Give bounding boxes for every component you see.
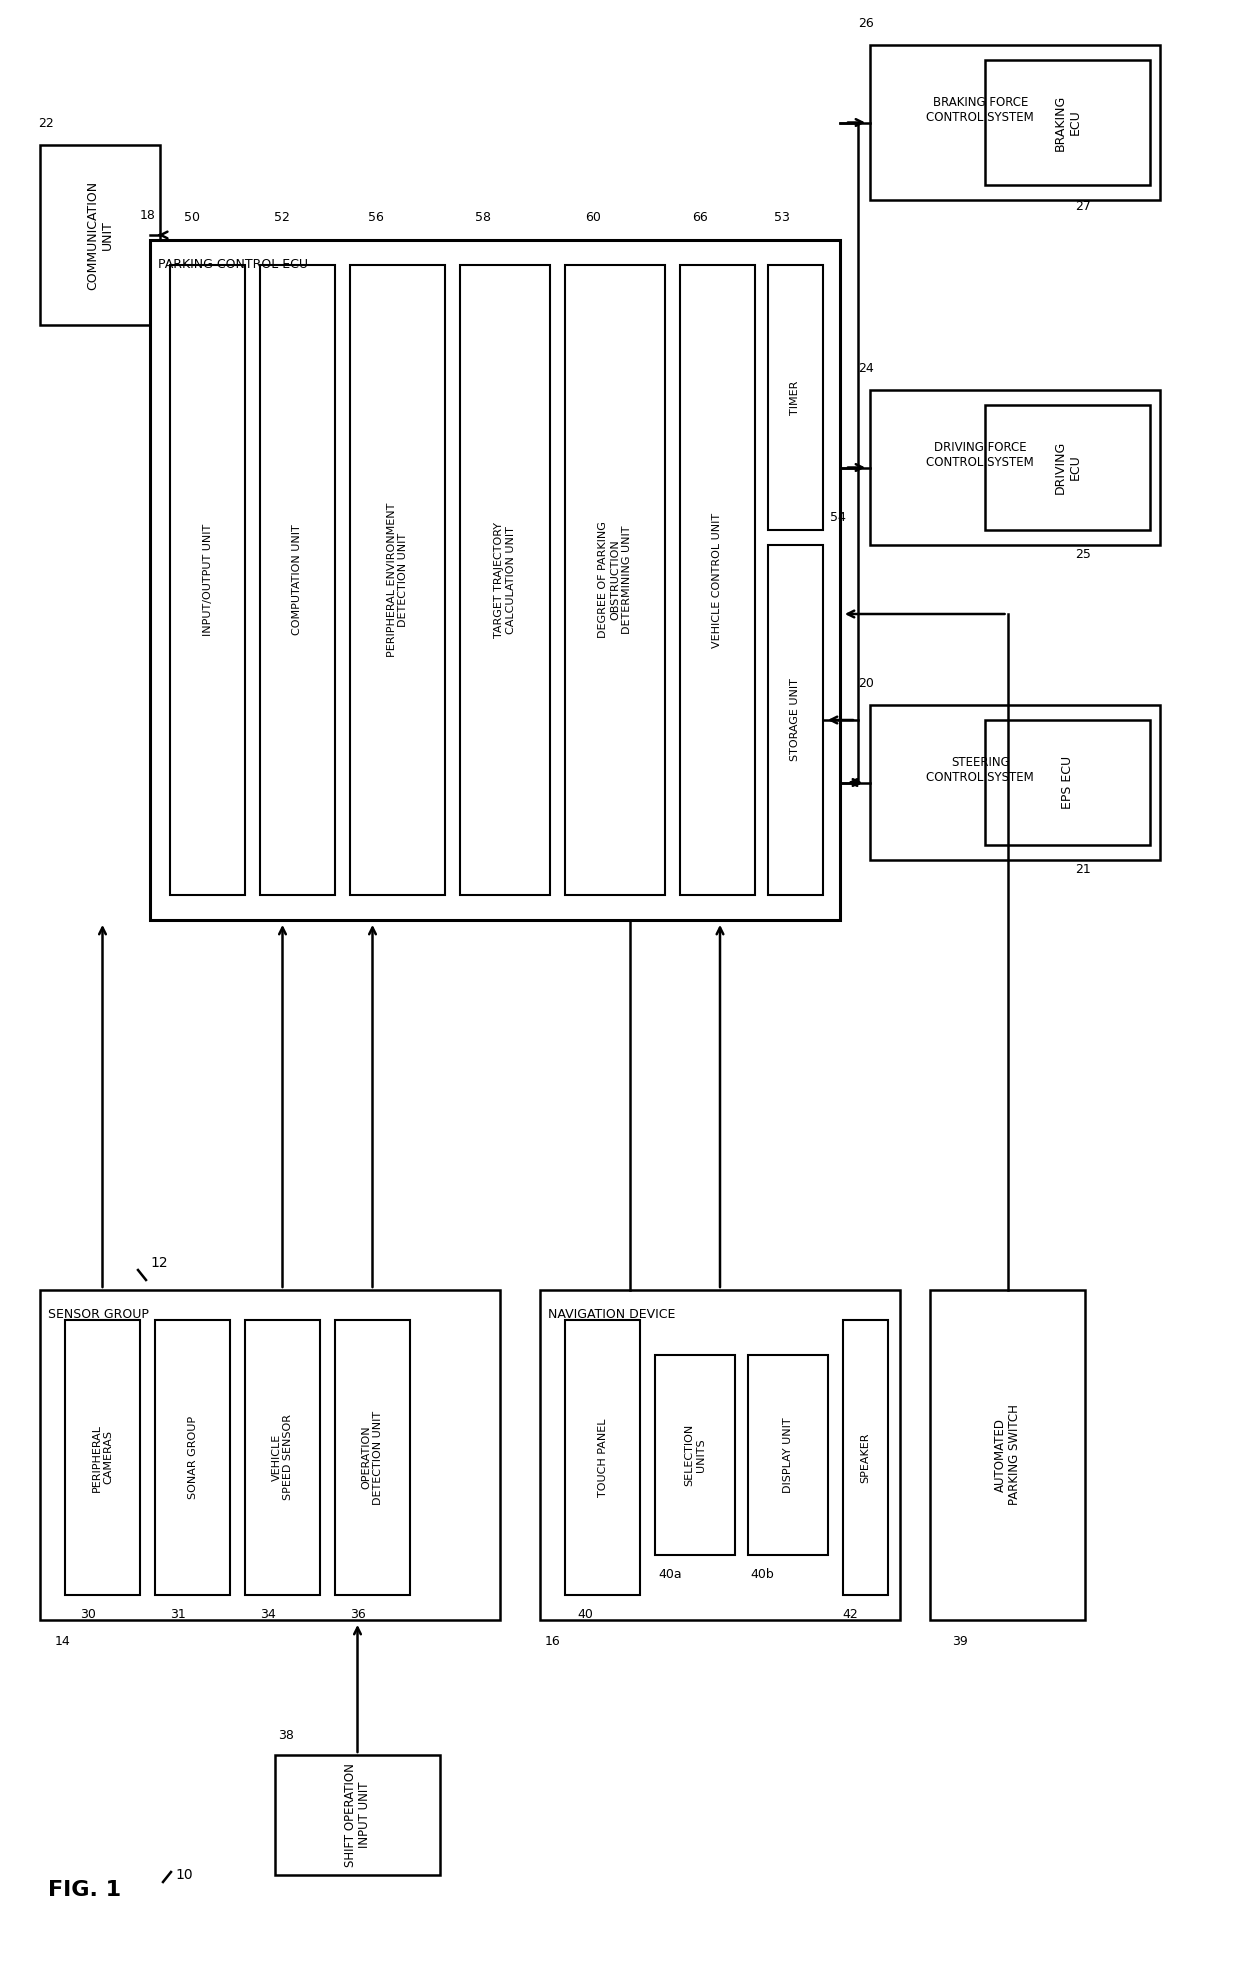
Bar xyxy=(985,719,1149,844)
Text: 38: 38 xyxy=(278,1728,294,1742)
Text: OPERATION
DETECTION UNIT: OPERATION DETECTION UNIT xyxy=(362,1411,383,1504)
Bar xyxy=(155,1320,229,1596)
Text: 22: 22 xyxy=(38,117,53,131)
Bar xyxy=(768,266,823,529)
Bar xyxy=(335,1320,410,1596)
Bar xyxy=(843,1320,888,1596)
Bar xyxy=(150,240,839,920)
Text: 24: 24 xyxy=(858,363,874,375)
Bar xyxy=(565,1320,640,1596)
Bar xyxy=(40,1290,500,1619)
Text: 40b: 40b xyxy=(750,1568,774,1582)
Text: TIMER: TIMER xyxy=(791,381,801,414)
Text: 12: 12 xyxy=(150,1257,167,1270)
Text: DEGREE OF PARKING
OBSTRUCTION
DETERMINING UNIT: DEGREE OF PARKING OBSTRUCTION DETERMININ… xyxy=(599,521,631,638)
Bar xyxy=(870,46,1159,200)
Text: 10: 10 xyxy=(175,1867,192,1883)
Bar xyxy=(539,1290,900,1619)
Bar xyxy=(985,59,1149,184)
Text: 50: 50 xyxy=(184,210,200,224)
Bar xyxy=(655,1356,735,1556)
Text: 60: 60 xyxy=(585,210,601,224)
Text: SENSOR GROUP: SENSOR GROUP xyxy=(48,1308,149,1320)
Text: EPS ECU: EPS ECU xyxy=(1061,755,1074,809)
Text: 39: 39 xyxy=(952,1635,968,1647)
Text: VEHICLE CONTROL UNIT: VEHICLE CONTROL UNIT xyxy=(713,513,723,648)
Text: 21: 21 xyxy=(1075,862,1091,876)
Bar xyxy=(748,1356,828,1556)
Text: 58: 58 xyxy=(475,210,491,224)
Text: SELECTION
UNITS: SELECTION UNITS xyxy=(684,1423,706,1486)
Text: 52: 52 xyxy=(274,210,290,224)
Text: AUTOMATED
PARKING SWITCH: AUTOMATED PARKING SWITCH xyxy=(993,1405,1022,1506)
Text: TOUCH PANEL: TOUCH PANEL xyxy=(598,1419,608,1496)
Text: 27: 27 xyxy=(1075,200,1091,212)
Text: FIG. 1: FIG. 1 xyxy=(48,1881,122,1901)
Bar xyxy=(985,404,1149,529)
Bar xyxy=(930,1290,1085,1619)
Text: SPEAKER: SPEAKER xyxy=(861,1433,870,1483)
Text: DISPLAY UNIT: DISPLAY UNIT xyxy=(782,1417,794,1492)
Text: INPUT/OUTPUT UNIT: INPUT/OUTPUT UNIT xyxy=(202,523,212,636)
Text: SONAR GROUP: SONAR GROUP xyxy=(187,1415,197,1498)
Bar xyxy=(350,266,445,896)
Text: 54: 54 xyxy=(830,511,846,523)
Text: 40a: 40a xyxy=(658,1568,682,1582)
Text: SHIFT OPERATION
INPUT UNIT: SHIFT OPERATION INPUT UNIT xyxy=(343,1764,372,1867)
Text: 56: 56 xyxy=(368,210,384,224)
Text: STEERING
CONTROL SYSTEM: STEERING CONTROL SYSTEM xyxy=(926,755,1034,785)
Bar xyxy=(170,266,246,896)
Bar xyxy=(246,1320,320,1596)
Bar xyxy=(565,266,665,896)
Text: 20: 20 xyxy=(858,678,874,690)
Bar xyxy=(870,706,1159,860)
Text: STORAGE UNIT: STORAGE UNIT xyxy=(791,678,801,761)
Text: DRIVING
ECU: DRIVING ECU xyxy=(1054,440,1081,494)
Bar xyxy=(64,1320,140,1596)
Text: 25: 25 xyxy=(1075,547,1091,561)
Bar xyxy=(275,1754,440,1875)
Text: 40: 40 xyxy=(577,1607,593,1621)
Text: 14: 14 xyxy=(55,1635,71,1647)
Text: 66: 66 xyxy=(692,210,708,224)
Text: 30: 30 xyxy=(81,1607,95,1621)
Text: 34: 34 xyxy=(260,1607,275,1621)
Text: BRAKING FORCE
CONTROL SYSTEM: BRAKING FORCE CONTROL SYSTEM xyxy=(926,95,1034,125)
Text: 42: 42 xyxy=(842,1607,858,1621)
Text: NAVIGATION DEVICE: NAVIGATION DEVICE xyxy=(548,1308,676,1320)
Text: COMPUTATION UNIT: COMPUTATION UNIT xyxy=(293,525,303,636)
Text: DRIVING FORCE
CONTROL SYSTEM: DRIVING FORCE CONTROL SYSTEM xyxy=(926,442,1034,470)
Text: PERIPHERAL
CAMERAS: PERIPHERAL CAMERAS xyxy=(92,1423,113,1492)
Text: BRAKING
ECU: BRAKING ECU xyxy=(1054,95,1081,151)
Text: 53: 53 xyxy=(774,210,790,224)
Text: PERIPHERAL ENVIRONMENT
DETECTION UNIT: PERIPHERAL ENVIRONMENT DETECTION UNIT xyxy=(387,503,408,658)
Text: TARGET TRAJECTORY
CALCULATION UNIT: TARGET TRAJECTORY CALCULATION UNIT xyxy=(495,521,516,638)
Text: VEHICLE
SPEED SENSOR: VEHICLE SPEED SENSOR xyxy=(272,1415,294,1500)
Text: 36: 36 xyxy=(350,1607,366,1621)
Bar xyxy=(260,266,335,896)
Bar xyxy=(768,545,823,896)
Bar xyxy=(460,266,551,896)
Bar xyxy=(40,145,160,325)
Text: 16: 16 xyxy=(546,1635,560,1647)
Bar xyxy=(870,390,1159,545)
Text: COMMUNICATION
UNIT: COMMUNICATION UNIT xyxy=(86,180,114,289)
Text: 26: 26 xyxy=(858,18,874,30)
Text: PARKING CONTROL ECU: PARKING CONTROL ECU xyxy=(157,258,308,272)
Text: 31: 31 xyxy=(170,1607,186,1621)
Bar xyxy=(680,266,755,896)
Text: 18: 18 xyxy=(140,208,156,222)
